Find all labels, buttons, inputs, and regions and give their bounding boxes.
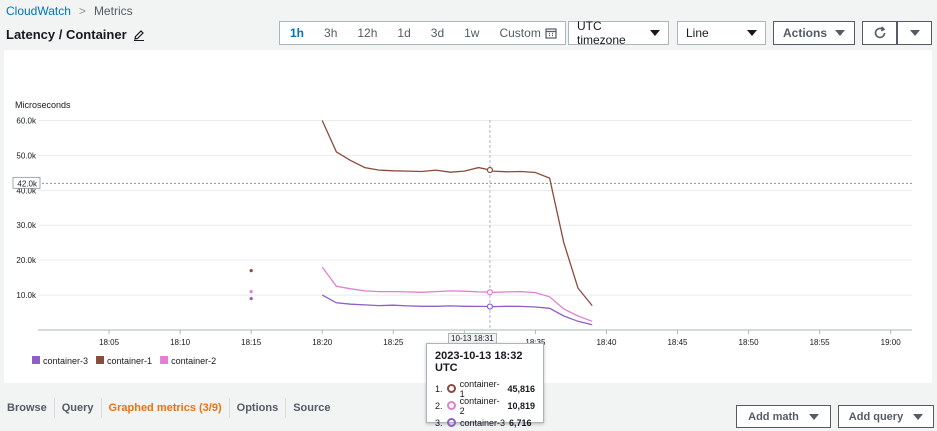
- breadcrumb: CloudWatch > Metrics: [6, 4, 133, 18]
- x-tick-label: 18:45: [667, 338, 688, 347]
- series-marker-icon: [447, 418, 456, 427]
- caret-down-icon: [913, 414, 923, 420]
- tab-source[interactable]: Source: [286, 398, 337, 418]
- legend-item-container-1: container-1: [107, 356, 152, 366]
- tab-query[interactable]: Query: [55, 398, 102, 418]
- y-tick-label: 10.0k: [16, 291, 37, 300]
- series-marker-icon: [447, 384, 456, 393]
- breadcrumb-current: Metrics: [94, 4, 133, 18]
- range-1h-button[interactable]: 1h: [280, 22, 314, 44]
- data-point-container-1: [250, 269, 253, 272]
- refresh-button[interactable]: [862, 21, 897, 45]
- tooltip-row: 2. container-2 10,819: [435, 397, 535, 414]
- tooltip-title: 2023-10-13 18:32 UTC: [435, 350, 535, 374]
- caret-down-icon: [650, 30, 660, 36]
- tooltip-row-value: 10,819: [507, 401, 535, 411]
- x-tick-label: 18:55: [810, 338, 831, 347]
- actions-button[interactable]: Actions: [773, 21, 855, 45]
- tab-graphed-metrics[interactable]: Graphed metrics (3/9): [102, 398, 230, 418]
- bottom-tabs: Browse Query Graphed metrics (3/9) Optio…: [0, 398, 338, 418]
- y-tick-label: 20.0k: [16, 256, 37, 265]
- x-tick-label: 18:10: [170, 338, 191, 347]
- legend-swatch: [160, 356, 168, 364]
- tab-options[interactable]: Options: [230, 398, 287, 418]
- add-query-label: Add query: [849, 411, 903, 423]
- legend-swatch: [96, 356, 104, 364]
- tooltip-row-name: container-2: [460, 396, 504, 416]
- series-line-container-3: [322, 295, 592, 325]
- caret-down-icon: [809, 414, 819, 420]
- chart-type-select[interactable]: Line: [677, 21, 766, 45]
- timezone-select[interactable]: UTC timezone: [568, 21, 669, 45]
- hover-tooltip: 2023-10-13 18:32 UTC 1. container-1 45,8…: [426, 343, 544, 423]
- range-custom-button[interactable]: Custom: [489, 22, 542, 44]
- chevron-right-icon: >: [79, 4, 86, 18]
- y-tick-label: 60.0k: [16, 116, 37, 125]
- data-point-container-3: [250, 297, 253, 300]
- calendar-icon[interactable]: [545, 27, 557, 39]
- top-bar: CloudWatch > Metrics Latency / Container…: [0, 0, 937, 50]
- chart-type-value: Line: [686, 26, 709, 40]
- tooltip-row-name: container-3: [460, 418, 505, 428]
- series-line-container-2: [322, 267, 592, 321]
- time-range-selector: 1h 3h 12h 1d 3d 1w Custom: [279, 21, 566, 45]
- x-tick-label: 18:25: [383, 338, 404, 347]
- tooltip-row: 1. container-1 45,816: [435, 380, 535, 397]
- breadcrumb-cloudwatch-link[interactable]: CloudWatch: [6, 4, 71, 18]
- caret-down-icon: [910, 30, 920, 36]
- range-3d-button[interactable]: 3d: [421, 22, 454, 44]
- hover-marker-container-1: [487, 168, 492, 173]
- legend-item-container-2: container-2: [171, 356, 216, 366]
- add-query-button[interactable]: Add query: [838, 405, 934, 428]
- y-tick-label: 50.0k: [16, 151, 37, 160]
- caret-down-icon: [835, 30, 845, 36]
- tooltip-row-index: 3.: [435, 418, 447, 428]
- range-3h-button[interactable]: 3h: [314, 22, 347, 44]
- legend-swatch: [32, 356, 40, 364]
- timezone-value: UTC timezone: [577, 19, 650, 47]
- y-axis-label: Microseconds: [15, 100, 71, 110]
- tooltip-row-value: 45,816: [507, 384, 535, 394]
- range-12h-button[interactable]: 12h: [347, 22, 387, 44]
- pencil-icon[interactable]: [133, 29, 145, 41]
- hover-marker-container-2: [487, 290, 492, 295]
- caret-down-icon: [747, 30, 757, 36]
- legend-item-container-3: container-3: [43, 356, 88, 366]
- tab-browse[interactable]: Browse: [0, 398, 55, 418]
- series-line-container-1: [322, 121, 592, 306]
- x-tick-label: 18:50: [739, 338, 760, 347]
- x-tick-label: 19:00: [881, 338, 902, 347]
- range-1w-button[interactable]: 1w: [454, 22, 489, 44]
- refresh-options-button[interactable]: [897, 21, 932, 45]
- threshold-label: 42.0k: [17, 179, 38, 188]
- add-math-button[interactable]: Add math: [736, 405, 831, 428]
- x-tick-label: 18:40: [596, 338, 617, 347]
- range-1d-button[interactable]: 1d: [387, 22, 420, 44]
- x-tick-label: 18:05: [99, 338, 120, 347]
- actions-label: Actions: [783, 26, 827, 40]
- add-math-label: Add math: [748, 411, 799, 423]
- series-marker-icon: [447, 401, 456, 410]
- tooltip-row-value: 6,716: [509, 418, 532, 428]
- page-title: Latency / Container: [6, 27, 127, 42]
- refresh-icon: [873, 26, 887, 40]
- tooltip-row: 3. container-3 6,716: [435, 414, 535, 431]
- tooltip-row-index: 2.: [435, 401, 447, 411]
- hover-marker-container-3: [487, 304, 492, 309]
- x-tick-label: 18:20: [312, 338, 333, 347]
- y-tick-label: 30.0k: [16, 221, 37, 230]
- page-title-row: Latency / Container: [6, 27, 145, 42]
- tooltip-row-index: 1.: [435, 384, 447, 394]
- data-point-container-2: [250, 290, 253, 293]
- x-tick-label: 18:15: [241, 338, 262, 347]
